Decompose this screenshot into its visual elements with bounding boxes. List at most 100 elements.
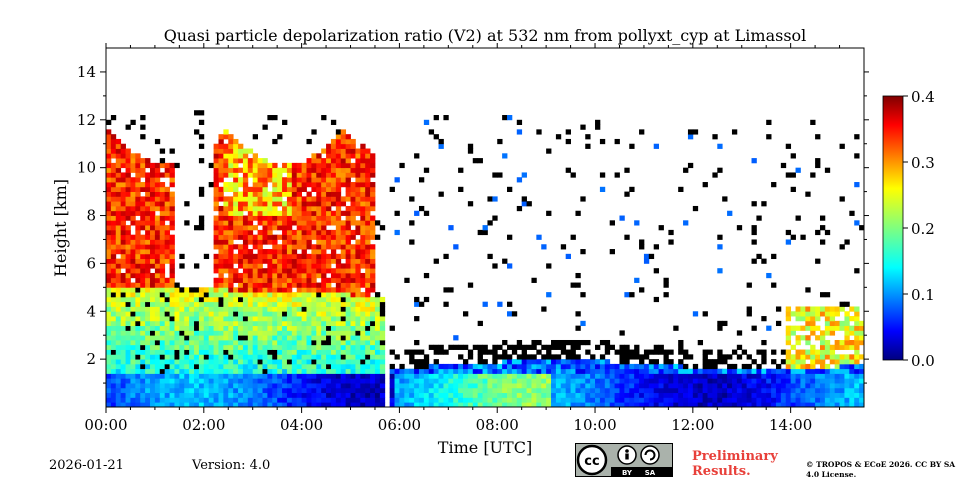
heatmap-cell <box>365 182 371 188</box>
heatmap-cell <box>233 320 239 327</box>
heatmap-cell <box>306 191 312 197</box>
heatmap-cell <box>272 301 278 307</box>
heatmap-cell <box>135 153 141 159</box>
heatmap-cell <box>106 191 112 197</box>
heatmap-cell <box>110 148 117 154</box>
heatmap-cell <box>335 277 342 283</box>
heatmap-cell <box>286 387 293 394</box>
heatmap-cell <box>374 354 381 360</box>
heatmap-cell <box>330 349 337 355</box>
heatmap-cell <box>110 153 117 159</box>
heatmap-cell <box>228 368 234 374</box>
heatmap-cell <box>316 220 322 226</box>
heatmap-cell <box>291 306 298 312</box>
heatmap-cell <box>272 330 278 336</box>
heatmap-cell <box>409 368 415 374</box>
heatmap-cell <box>462 359 469 365</box>
heatmap-cell <box>262 253 268 260</box>
heatmap-cell <box>189 316 195 322</box>
heatmap-cell <box>169 172 175 178</box>
heatmap-cell <box>800 373 806 379</box>
heatmap-cell <box>551 387 557 394</box>
heatmap-cell <box>619 363 625 370</box>
heatmap-cell <box>213 349 219 355</box>
heatmap-cell <box>208 306 214 312</box>
heatmap-cell <box>218 138 224 145</box>
heatmap-cell <box>516 373 523 379</box>
heatmap-cell <box>374 397 381 403</box>
heatmap-cell <box>198 292 205 298</box>
heatmap-cell <box>174 162 180 169</box>
heatmap-cell <box>330 311 337 317</box>
heatmap-cell <box>780 392 787 398</box>
heatmap-cell <box>106 229 112 236</box>
heatmap-cell <box>370 378 376 384</box>
heatmap-cell <box>531 387 537 394</box>
heatmap-cell <box>335 134 342 140</box>
heatmap-cell <box>521 344 527 350</box>
heatmap-cell <box>130 339 136 346</box>
heatmap-cell <box>228 354 234 360</box>
heatmap-cell <box>106 359 112 365</box>
heatmap-cell <box>683 387 689 394</box>
heatmap-cell <box>316 354 322 360</box>
heatmap-cell <box>198 301 205 307</box>
heatmap-cell <box>462 311 469 317</box>
heatmap-cell <box>751 373 757 379</box>
heatmap-cell <box>272 225 278 231</box>
heatmap-cell <box>453 344 459 350</box>
heatmap-cell <box>653 378 660 384</box>
heatmap-cell <box>673 368 679 374</box>
heatmap-cell <box>829 397 836 403</box>
heatmap-cell <box>526 201 532 207</box>
heatmap-cell <box>829 359 836 365</box>
heatmap-cell <box>683 378 689 384</box>
heatmap-cell <box>345 177 351 183</box>
heatmap-cell <box>115 234 122 240</box>
heatmap-cell <box>316 335 322 341</box>
heatmap-cell <box>282 162 288 169</box>
heatmap-cell <box>330 383 337 389</box>
heatmap-cell <box>570 172 576 178</box>
heatmap-cell <box>756 215 762 221</box>
heatmap-cell <box>330 296 337 303</box>
heatmap-cell <box>340 229 347 236</box>
heatmap-cell <box>374 234 381 240</box>
heatmap-cell <box>135 277 141 283</box>
heatmap-cell <box>570 387 576 394</box>
heatmap-cell <box>854 268 860 274</box>
heatmap-cell <box>467 143 474 149</box>
heatmap-cell <box>683 368 689 374</box>
heatmap-cell <box>125 215 131 221</box>
heatmap-cell <box>311 311 317 317</box>
heatmap-cell <box>795 349 801 355</box>
heatmap-cell <box>110 368 117 374</box>
heatmap-cell <box>286 196 293 202</box>
heatmap-cell <box>643 378 650 384</box>
heatmap-cell <box>360 339 366 346</box>
heatmap-cell <box>502 359 508 365</box>
heatmap-cell <box>379 306 386 312</box>
heatmap-cell <box>555 344 562 350</box>
heatmap-cell <box>370 196 376 202</box>
heatmap-cell <box>218 311 224 317</box>
colorbar-axis: 0.00.10.20.30.4 <box>903 88 935 370</box>
heatmap-cell <box>790 325 796 331</box>
heatmap-cell <box>531 383 537 389</box>
heatmap-cell <box>286 239 293 245</box>
heatmap-cell <box>262 296 268 303</box>
heatmap-cell <box>228 311 234 317</box>
heatmap-cell <box>198 392 205 398</box>
heatmap-cell <box>120 316 126 322</box>
heatmap-cell <box>355 258 361 264</box>
heatmap-cell <box>262 330 268 336</box>
heatmap-cell <box>746 311 752 317</box>
heatmap-cell <box>242 177 249 183</box>
heatmap-cell <box>130 311 136 317</box>
heatmap-cell <box>399 378 405 384</box>
heatmap-cell <box>609 363 615 370</box>
heatmap-cell <box>438 392 444 398</box>
heatmap-cell <box>247 239 254 245</box>
heatmap-cell <box>673 402 679 407</box>
heatmap-cell <box>145 177 151 183</box>
